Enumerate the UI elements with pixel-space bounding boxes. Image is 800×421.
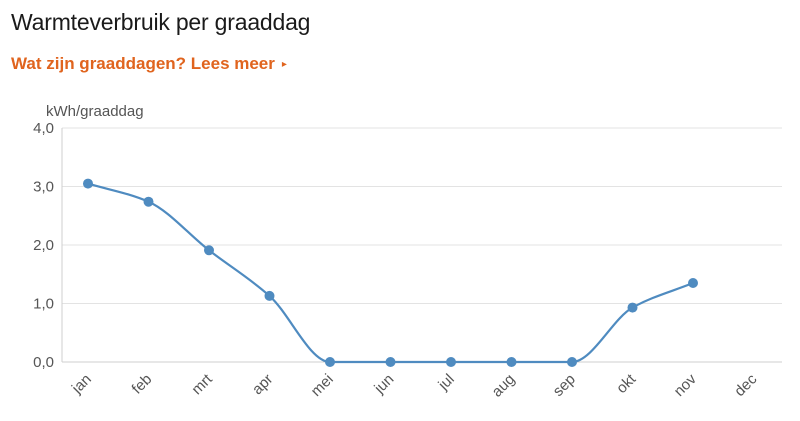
gridlines — [62, 127, 782, 304]
x-tick-label: mrt — [188, 370, 216, 398]
y-tick-label: 4,0 — [33, 120, 54, 137]
x-tick-label: mei — [308, 371, 337, 400]
data-point[interactable] — [446, 357, 456, 367]
x-tick-label: feb — [129, 371, 156, 398]
data-point[interactable] — [506, 357, 517, 367]
data-points — [83, 178, 698, 367]
triangle-right-icon: ▸ — [281, 59, 287, 70]
y-tick-labels: 0,0 1,0 2,0 3,0 4,0 — [33, 120, 54, 371]
y-axis-label: kWh/graaddag — [46, 103, 144, 120]
data-point[interactable] — [385, 357, 396, 367]
x-tick-label: aug — [489, 371, 519, 401]
data-point[interactable] — [204, 245, 214, 256]
y-tick-label: 0,0 — [33, 354, 54, 371]
y-tick-label: 2,0 — [33, 237, 54, 254]
x-tick-label: jan — [68, 371, 95, 398]
data-point[interactable] — [688, 278, 698, 289]
data-point[interactable] — [567, 357, 577, 367]
page-title: Warmteverbruik per graaddag — [11, 9, 311, 35]
data-point[interactable] — [264, 290, 275, 301]
x-tick-label: apr — [249, 371, 276, 398]
x-tick-labels: jan feb mrt apr mei jun jul aug sep okt nov dec — [68, 370, 761, 400]
data-point[interactable] — [325, 357, 335, 367]
series-line — [87, 182, 694, 364]
y-tick-label: 1,0 — [33, 296, 54, 313]
data-point[interactable] — [627, 302, 638, 313]
x-tick-label: jun — [370, 371, 397, 398]
degree-days-info-link[interactable]: Wat zijn graaddagen? Lees meer ▸ — [11, 54, 287, 74]
y-tick-label: 3,0 — [33, 179, 54, 196]
x-tick-label: sep — [550, 371, 579, 400]
link-label: Wat zijn graaddagen? Lees meer — [11, 54, 275, 73]
data-point[interactable] — [143, 196, 154, 207]
data-point[interactable] — [83, 178, 93, 189]
x-tick-label: jul — [434, 371, 457, 394]
x-tick-label: nov — [671, 370, 700, 399]
x-tick-label: dec — [731, 370, 760, 399]
x-tick-label: okt — [613, 370, 640, 397]
